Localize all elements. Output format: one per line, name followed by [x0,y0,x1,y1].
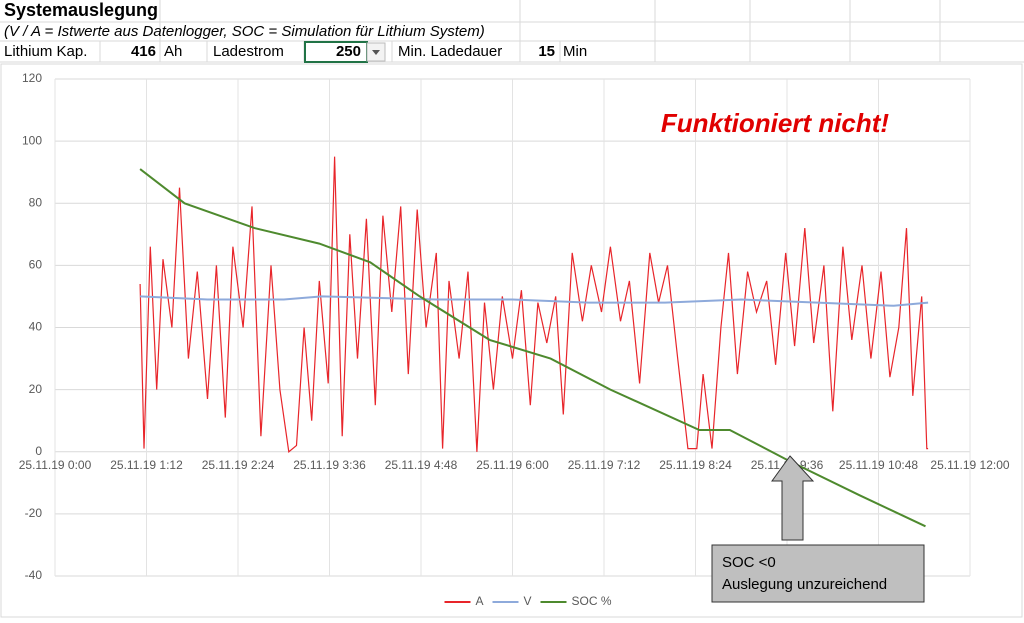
sheet-area [0,0,1024,64]
cell-value[interactable]: 250 [336,43,361,60]
legend-label: SOC % [572,594,612,608]
x-tick-label: 25.11.19 12:00 [930,458,1010,472]
y-tick-label: 20 [29,382,43,396]
cell-label: Lithium Kap. [4,43,87,60]
y-tick-label: 60 [29,258,43,272]
y-tick-label: 0 [35,444,42,458]
x-tick-label: 25.11.19 7:12 [568,458,641,472]
series-line [139,156,929,453]
x-tick-label: 25.11.19 6:00 [476,458,549,472]
x-tick-label: 25.11.19 2:24 [202,458,275,472]
callout-text: SOC <0 [722,554,776,571]
x-tick-label: 25.11.19 3:36 [293,458,366,472]
cell-label: Ladestrom [213,43,284,60]
callout-arrow [771,455,815,541]
x-tick-label: 25.11.19 1:12 [110,458,183,472]
headline-annotation: Funktioniert nicht! [661,108,890,138]
series-line [139,168,926,528]
sheet-grid [0,0,1024,63]
y-tick-label: -20 [25,506,43,520]
y-tick-label: 40 [29,320,43,334]
legend-label: V [524,594,532,608]
x-tick-label: 25.11.19 8:24 [659,458,732,472]
cell-label: Min. Ladedauer [398,43,502,60]
cell-value: 15 [538,43,555,60]
x-tick-label: 25.11.19 4:48 [385,458,458,472]
chart-area[interactable] [0,63,1023,618]
dropdown-icon [372,50,380,55]
y-tick-label: -40 [25,568,43,582]
sheet-subtitle: (V / A = Istwerte aus Datenlogger, SOC =… [4,23,485,40]
callout-text: Auslegung unzureichend [722,576,887,593]
y-tick-label: 120 [22,71,42,85]
series-line [140,295,929,307]
cell-unit: Min [563,43,587,60]
y-tick-label: 80 [29,195,43,209]
sheet-title: Systemauslegung [4,0,158,20]
cell-value: 416 [131,43,156,60]
cell-unit: Ah [164,43,182,60]
y-tick-label: 100 [22,133,42,147]
x-tick-label: 25.11.19 10:48 [839,458,919,472]
callout-box [711,544,925,603]
x-tick-label: 25.11.19 0:00 [19,458,92,472]
legend-label: A [476,594,484,608]
